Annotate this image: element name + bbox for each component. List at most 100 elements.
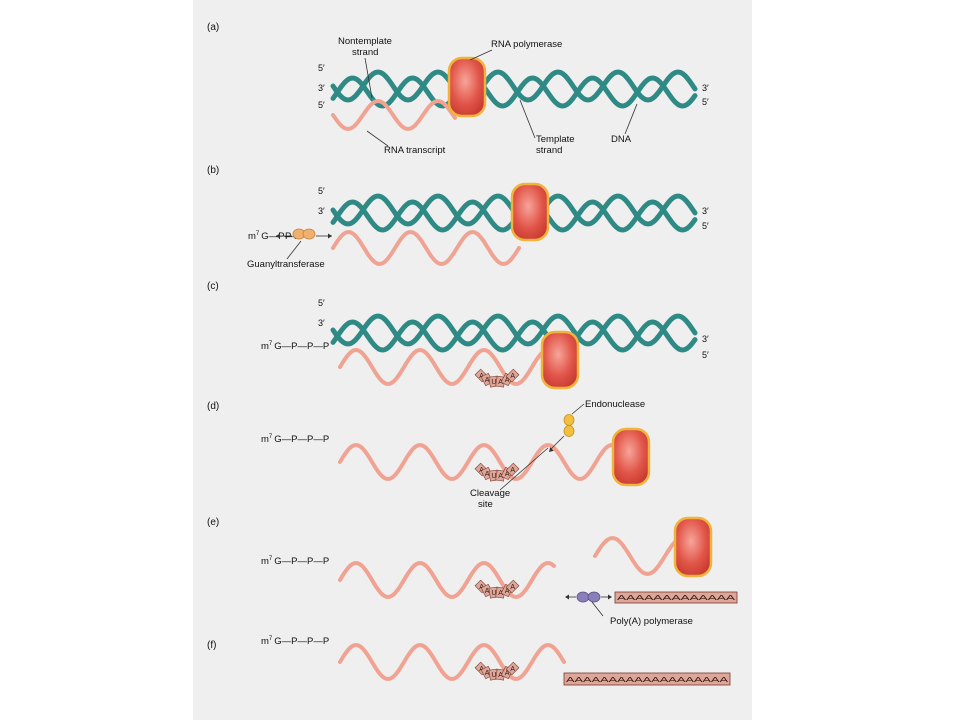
- b-rna-polymerase: [510, 182, 550, 242]
- c-end-5-top: 5′: [318, 298, 325, 308]
- svg-text:m7G—P—P: m7 G—P—P: [248, 231, 300, 242]
- signal-base-letter: A: [485, 588, 490, 595]
- signal-base-box: [505, 579, 520, 594]
- signal-base-box: [505, 462, 520, 477]
- d-rna-transcript: [338, 442, 626, 482]
- signal-base-letter: A: [498, 672, 503, 679]
- rna-strand: [331, 229, 521, 267]
- rna-strand: [338, 442, 626, 482]
- rna-strand: [338, 560, 556, 600]
- b-cap-arrowhead-right: [328, 233, 332, 239]
- signal-base-letter: A: [498, 473, 503, 480]
- svg-text:P: P: [285, 231, 291, 242]
- guanyltransferase-leader: [286, 240, 302, 260]
- b-end-5-right: 5′: [702, 221, 709, 231]
- signal-base-letter: A: [505, 471, 510, 478]
- panel-e-letter: (e): [207, 517, 219, 528]
- dna-nontemplate-strand: [330, 319, 698, 353]
- c-aauaaa-signal: AAUAAA: [474, 368, 520, 388]
- label-dna: DNA: [611, 134, 632, 145]
- signal-base-letter: A: [498, 590, 503, 597]
- endonuclease-arrowhead: [549, 447, 554, 452]
- label-rna-polymerase: RNA polymerase: [491, 39, 562, 50]
- signal-base-letter: U: [491, 590, 496, 597]
- f-polyA-tail: AAAAAAAAAAAAAAAAAAA: [563, 672, 731, 686]
- signal-base-letter: A: [505, 377, 510, 384]
- label-nontemplate-line2: strand: [352, 47, 378, 58]
- guanyltransferase-enzyme-icon: [292, 228, 316, 240]
- c-end-3-mid: 3′: [318, 318, 325, 328]
- panel-d-letter: (d): [207, 401, 219, 412]
- rna-transcript-leader: [366, 130, 389, 147]
- polyA-polymerase-leader: [591, 601, 604, 617]
- signal-base-box: [505, 368, 520, 383]
- a-end-5-rna: 5′: [318, 100, 325, 110]
- rna-strand: [338, 347, 562, 387]
- d-rna-polymerase: [611, 427, 651, 487]
- b-cap-arrowhead-left: [276, 233, 280, 239]
- polyA-polymerase-enzyme-icon: [576, 591, 601, 603]
- c-cap-label: m7 G—P—P—P: [261, 341, 329, 352]
- a-end-3-right: 3′: [702, 83, 709, 93]
- e-aauaaa-signal: AAUAAA: [474, 579, 520, 599]
- e-cleaved-rna-fragment: [593, 535, 691, 577]
- dna-nontemplate-strand: [330, 75, 698, 109]
- rna-strand: [331, 99, 457, 131]
- c-end-5-right: 5′: [702, 350, 709, 360]
- signal-base-letter: U: [491, 379, 496, 386]
- b-end-5-top: 5′: [318, 186, 325, 196]
- a-end-5-right: 5′: [702, 97, 709, 107]
- a-rna-transcript: [331, 99, 457, 131]
- signal-base-letter: A: [498, 379, 503, 386]
- d-cap-label: m7 G—P—P—P: [261, 434, 329, 445]
- rna-polymerase-leader: [469, 49, 493, 61]
- nontemplate-leader: [364, 57, 373, 99]
- label-template-line1: Template: [536, 134, 575, 145]
- label-cleavage-line1: Cleavage: [470, 488, 510, 499]
- signal-base-letter: A: [510, 666, 515, 673]
- c-end-3-right: 3′: [702, 334, 709, 344]
- cleavage-leader: [499, 447, 549, 491]
- e-rna-transcript: [338, 560, 556, 600]
- label-endonuclease: Endonuclease: [585, 399, 645, 410]
- f-cap-label: m7 G—P—P—P: [261, 636, 329, 647]
- polyA-arrowhead-right: [608, 594, 612, 600]
- b-cap-label: m7 G—P—P P: [248, 231, 300, 242]
- signal-base-letter: A: [510, 467, 515, 474]
- signal-base-letter: A: [510, 584, 515, 591]
- f-rna-transcript: [338, 642, 566, 682]
- c-rna-transcript: [338, 347, 562, 387]
- b-end-3-mid: 3′: [318, 206, 325, 216]
- a-end-5-top: 5′: [318, 63, 325, 73]
- polyA-arrowhead-left: [565, 594, 569, 600]
- e-polyA-text: AAAAAAAAAAAAA: [617, 595, 736, 602]
- label-rna-transcript: RNA transcript: [384, 145, 446, 156]
- c-dna-double-helix: [330, 313, 698, 353]
- dna-template-strand: [330, 313, 698, 347]
- dna-template-strand: [330, 69, 698, 103]
- signal-base-letter: A: [485, 377, 490, 384]
- panel-c-letter: (c): [207, 281, 219, 292]
- panel-a-letter: (a): [207, 22, 219, 33]
- a-dna-double-helix: [330, 69, 698, 109]
- panel-b-letter: (b): [207, 165, 219, 176]
- f-polyA-text: AAAAAAAAAAAAAAAAAAA: [566, 677, 729, 684]
- b-end-3-right: 3′: [702, 206, 709, 216]
- signal-base-letter: A: [505, 588, 510, 595]
- label-polyA-polymerase: Poly(A) polymerase: [610, 616, 693, 627]
- signal-base-box: [505, 661, 520, 676]
- e-rna-polymerase: [673, 516, 713, 578]
- rna-strand: [338, 642, 566, 682]
- cleaved-rna-strand: [593, 535, 691, 577]
- signal-base-letter: U: [491, 672, 496, 679]
- e-polyA-tail: AAAAAAAAAAAAA: [614, 591, 738, 604]
- d-aauaaa-signal: AAUAAA: [474, 462, 520, 482]
- signal-base-letter: U: [491, 473, 496, 480]
- label-template-line2: strand: [536, 145, 562, 156]
- label-cleavage-line2: site: [478, 499, 493, 510]
- label-nontemplate-line1: Nontemplate: [338, 36, 392, 47]
- signal-base-letter: A: [485, 670, 490, 677]
- panel-f-letter: (f): [207, 640, 216, 651]
- signal-base-letter: A: [510, 373, 515, 380]
